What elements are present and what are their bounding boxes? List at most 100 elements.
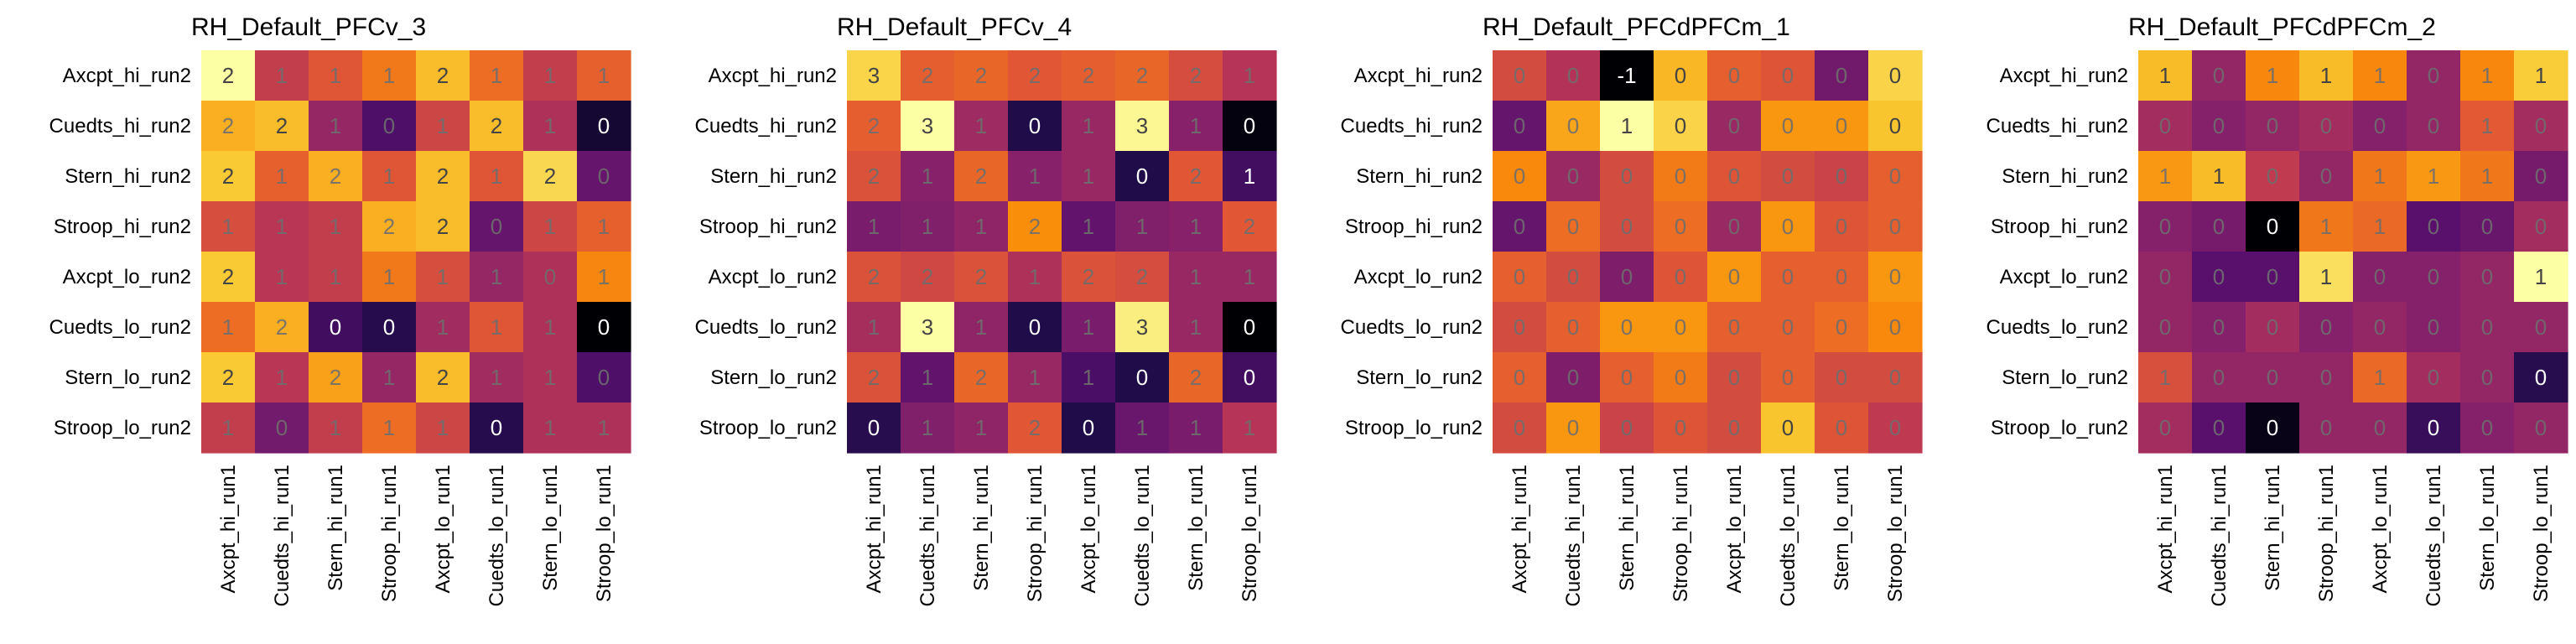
column-tick-label: Cuedts_hi_run1	[2208, 465, 2231, 606]
cell-value-label: 2	[1029, 63, 1041, 88]
row-tick-label: Stern_lo_run2	[1356, 366, 1483, 389]
heatmap-cell	[1868, 252, 1923, 303]
heatmap-cell	[1546, 252, 1601, 303]
heatmap-cell	[362, 50, 417, 101]
cell-value-label: 1	[868, 214, 880, 239]
heatmap-cell	[1008, 302, 1062, 353]
cell-value-label: 1	[491, 314, 502, 340]
cell-value-label: 1	[383, 415, 395, 440]
cell-value-label: 0	[1675, 314, 1686, 340]
cell-value-label: 0	[2374, 264, 2386, 289]
heatmap-cell	[2407, 201, 2461, 252]
heatmap-cell	[309, 201, 363, 252]
heatmap-cell	[2192, 101, 2246, 152]
cell-value-label: 0	[2213, 214, 2225, 239]
cell-value-label: 1	[276, 214, 288, 239]
cell-value-label: 0	[1889, 214, 1901, 239]
cell-value-label: 1	[491, 164, 502, 189]
cell-value-label: 1	[2320, 214, 2332, 239]
heatmap-cell	[2460, 402, 2515, 454]
cell-value-label: 0	[1675, 365, 1686, 390]
heatmap-cell	[1062, 352, 1116, 403]
cell-value-label: 1	[276, 164, 288, 189]
heatmap-cell	[362, 252, 417, 303]
cell-value-label: 2	[868, 164, 880, 189]
cell-value-label: 0	[1782, 314, 1794, 340]
cell-value-label: 0	[1889, 164, 1901, 189]
heatmap-cell	[2138, 151, 2193, 202]
cell-value-label: 1	[437, 415, 449, 440]
cell-value-label: 1	[922, 365, 933, 390]
heatmap-cell	[523, 50, 578, 101]
cell-value-label: 0	[1029, 314, 1041, 340]
cell-value-label: 0	[1567, 113, 1579, 138]
heatmap-cell	[1815, 302, 1869, 353]
heatmap-cell	[309, 402, 363, 454]
row-tick-label: Stroop_lo_run2	[1991, 417, 2128, 439]
cell-value-label: 0	[2535, 164, 2547, 189]
row-tick-label: Axcpt_lo_run2	[2000, 266, 2128, 288]
cell-value-label: 0	[2267, 415, 2278, 440]
heatmap-cell	[1815, 402, 1869, 454]
heatmap-cell	[2138, 352, 2193, 403]
heatmap-cell	[1707, 201, 1762, 252]
cell-value-label: 1	[1029, 164, 1041, 189]
heatmap-cell	[954, 302, 1009, 353]
heatmap-cell	[2138, 201, 2193, 252]
heatmap-cell	[1654, 50, 1708, 101]
heatmap-cell	[2460, 302, 2515, 353]
cell-value-label: 3	[868, 63, 880, 88]
heatmap-cell	[1868, 352, 1923, 403]
cell-value-label: 1	[1083, 314, 1094, 340]
cell-value-label: 0	[1514, 113, 1525, 138]
cell-value-label: 0	[1675, 415, 1686, 440]
heatmap-cell	[201, 302, 256, 353]
cell-value-label: 2	[868, 113, 880, 138]
row-tick-label: Cuedts_hi_run2	[49, 115, 191, 138]
heatmap-cell	[1546, 50, 1601, 101]
heatmap-cell	[255, 201, 309, 252]
heatmap-cell	[1654, 201, 1708, 252]
heatmap-panel: RH_Default_PFCv_4 3 2 2 2 2 2 2 1 2 3 1 0 1 3 1 0 2 1 2 1 1 0 2…	[695, 13, 1277, 606]
cell-value-label: 0	[1782, 214, 1794, 239]
cell-value-label: 1	[1029, 365, 1041, 390]
heatmap-cell	[1707, 151, 1762, 202]
heatmap-cell	[1600, 352, 1654, 403]
row-tick-label: Axcpt_lo_run2	[63, 266, 191, 288]
cell-value-label: 1	[383, 164, 395, 189]
heatmap-cell	[1169, 352, 1223, 403]
column-tick-label: Stroop_lo_run1	[1239, 465, 1261, 602]
row-tick-label: Stroop_hi_run2	[699, 216, 837, 238]
heatmap-cell	[2192, 50, 2246, 101]
cell-value-label: 0	[1889, 113, 1901, 138]
heatmap-cell	[201, 101, 256, 152]
cell-value-label: 1	[868, 314, 880, 340]
cell-value-label: 0	[1514, 164, 1525, 189]
heatmap-cell	[1546, 201, 1601, 252]
heatmap-cell	[1115, 201, 1170, 252]
cell-value-label: 1	[1136, 214, 1148, 239]
cell-value-label: 3	[1136, 314, 1148, 340]
cell-value-label: 0	[1675, 113, 1686, 138]
heatmap-cell	[1493, 101, 1547, 152]
heatmap-cell	[523, 101, 578, 152]
row-tick-label: Stern_lo_run2	[710, 366, 837, 389]
heatmap-cell	[1546, 151, 1601, 202]
heatmap-cell	[1169, 302, 1223, 353]
heatmap-cell	[577, 151, 631, 202]
cell-value-label: 1	[1136, 415, 1148, 440]
heatmap-cell	[470, 101, 524, 152]
cell-value-label: 0	[1782, 264, 1794, 289]
heatmap-cell	[954, 352, 1009, 403]
cell-value-label: 0	[598, 113, 610, 138]
cell-value-label: 0	[1567, 365, 1579, 390]
cell-value-label: 0	[1675, 214, 1686, 239]
cell-value-label: 0	[1889, 264, 1901, 289]
column-tick-label: Stern_hi_run1	[2262, 465, 2284, 591]
cell-value-label: 0	[1567, 415, 1579, 440]
column-tick-label: Stern_lo_run1	[2476, 465, 2499, 591]
cell-value-label: 1	[2428, 164, 2439, 189]
heatmap-cell	[1493, 201, 1547, 252]
cell-value-label: 1	[437, 314, 449, 340]
